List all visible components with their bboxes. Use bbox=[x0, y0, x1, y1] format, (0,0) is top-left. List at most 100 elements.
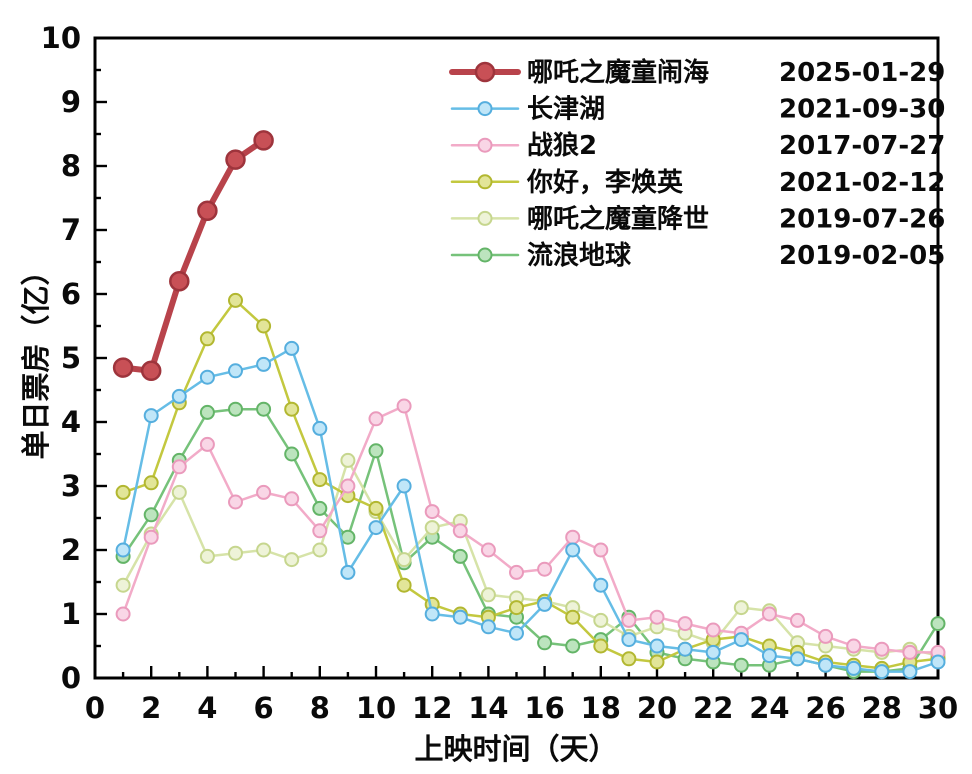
data-point-marker bbox=[228, 401, 243, 417]
x-tick-label: 28 bbox=[862, 691, 902, 725]
series-line bbox=[121, 404, 940, 654]
data-point-marker bbox=[171, 484, 187, 500]
data-point-marker bbox=[593, 542, 609, 558]
x-tick-label: 2 bbox=[141, 691, 161, 725]
data-point-marker bbox=[284, 340, 300, 356]
data-point-marker bbox=[452, 523, 468, 539]
data-point-marker bbox=[284, 446, 300, 462]
y-tick-label: 1 bbox=[61, 597, 81, 631]
data-point-marker bbox=[256, 318, 272, 334]
data-point-marker bbox=[790, 612, 805, 628]
legend-marker bbox=[477, 247, 493, 263]
x-tick-label: 22 bbox=[693, 691, 733, 725]
data-point-marker bbox=[115, 577, 131, 593]
data-point-marker bbox=[733, 600, 749, 616]
x-tick-label: 4 bbox=[197, 691, 217, 725]
data-point-marker bbox=[228, 292, 243, 308]
data-point-marker bbox=[480, 587, 496, 603]
data-point-marker bbox=[284, 401, 300, 417]
data-point-marker bbox=[846, 638, 862, 654]
y-tick-label: 4 bbox=[61, 405, 81, 439]
data-point-marker bbox=[705, 622, 721, 638]
data-point-marker bbox=[368, 443, 384, 459]
data-point-marker bbox=[733, 632, 749, 648]
legend-marker bbox=[477, 174, 493, 190]
data-point-marker bbox=[199, 404, 215, 420]
legend-marker bbox=[477, 137, 493, 153]
data-point-marker bbox=[143, 408, 159, 424]
y-tick-label: 9 bbox=[61, 85, 81, 119]
legend-label: 战狼2 bbox=[527, 130, 597, 161]
x-tick-label: 30 bbox=[918, 691, 958, 725]
data-point-marker bbox=[902, 644, 918, 660]
data-point-marker bbox=[649, 654, 665, 670]
legend-date: 2021-09-30 bbox=[779, 95, 945, 125]
data-point-marker bbox=[733, 657, 749, 673]
x-tick-label: 10 bbox=[356, 691, 396, 725]
data-point-marker bbox=[565, 529, 581, 545]
legend-date: 2017-07-27 bbox=[779, 131, 945, 161]
y-axis-label: 单日票房（亿） bbox=[19, 256, 53, 460]
legend-label: 长津湖 bbox=[527, 95, 605, 125]
data-point-marker bbox=[452, 548, 468, 564]
data-point-marker bbox=[480, 619, 496, 635]
series-line bbox=[121, 347, 940, 673]
x-tick-label: 14 bbox=[468, 691, 508, 725]
data-point-marker bbox=[874, 641, 890, 657]
x-tick-label: 20 bbox=[637, 691, 677, 725]
y-tick-label: 6 bbox=[61, 277, 81, 311]
data-point-marker bbox=[256, 401, 272, 417]
y-tick-label: 7 bbox=[61, 213, 81, 247]
legend-label: 哪吒之魔童降世 bbox=[527, 203, 709, 234]
data-point-marker bbox=[169, 270, 190, 292]
data-point-marker bbox=[621, 632, 637, 648]
data-point-marker bbox=[340, 529, 356, 545]
data-point-marker bbox=[761, 648, 777, 664]
data-point-marker bbox=[368, 500, 384, 516]
legend-item: 哪吒之魔童闹海 2025-01-29 bbox=[449, 57, 945, 88]
y-tick-label: 8 bbox=[61, 149, 81, 183]
y-tick-label: 10 bbox=[41, 21, 81, 55]
x-tick-label: 6 bbox=[254, 691, 274, 725]
data-point-marker bbox=[509, 625, 524, 641]
legend-date: 2021-02-12 bbox=[779, 168, 945, 198]
data-point-marker bbox=[228, 363, 243, 379]
data-point-marker bbox=[143, 475, 159, 491]
data-point-marker bbox=[565, 542, 581, 558]
data-point-marker bbox=[565, 609, 581, 625]
data-point-marker bbox=[199, 369, 215, 385]
data-point-marker bbox=[171, 388, 187, 404]
legend-date: 2019-02-05 bbox=[779, 241, 945, 271]
data-point-marker bbox=[537, 561, 553, 577]
y-tick-label: 5 bbox=[61, 341, 81, 375]
data-point-marker bbox=[677, 616, 693, 632]
data-point-marker bbox=[312, 523, 328, 539]
series-line bbox=[121, 407, 940, 673]
legend-marker bbox=[477, 210, 493, 226]
series-战狼2 bbox=[115, 398, 946, 660]
data-point-marker bbox=[199, 331, 215, 347]
data-point-marker bbox=[621, 651, 637, 667]
data-point-marker bbox=[199, 436, 215, 452]
data-point-marker bbox=[593, 638, 609, 654]
series-哪吒之魔童闹海 bbox=[112, 130, 274, 382]
data-point-marker bbox=[593, 577, 609, 593]
data-point-marker bbox=[368, 411, 384, 427]
x-tick-label: 24 bbox=[749, 691, 789, 725]
data-point-marker bbox=[705, 644, 721, 660]
legend-item: 长津湖 2021-09-30 bbox=[450, 95, 945, 125]
legend-date: 2019-07-26 bbox=[779, 204, 945, 234]
data-point-marker bbox=[424, 520, 440, 536]
series-line bbox=[121, 299, 940, 670]
x-tick-label: 16 bbox=[524, 691, 564, 725]
y-tick-label: 2 bbox=[61, 533, 81, 567]
data-point-marker bbox=[284, 552, 300, 568]
data-point-marker bbox=[424, 606, 440, 622]
data-point-marker bbox=[284, 491, 300, 507]
data-point-marker bbox=[424, 504, 440, 520]
legend-label: 流浪地球 bbox=[527, 240, 632, 271]
data-point-marker bbox=[761, 606, 777, 622]
series-line bbox=[120, 137, 267, 374]
data-point-marker bbox=[253, 130, 274, 151]
